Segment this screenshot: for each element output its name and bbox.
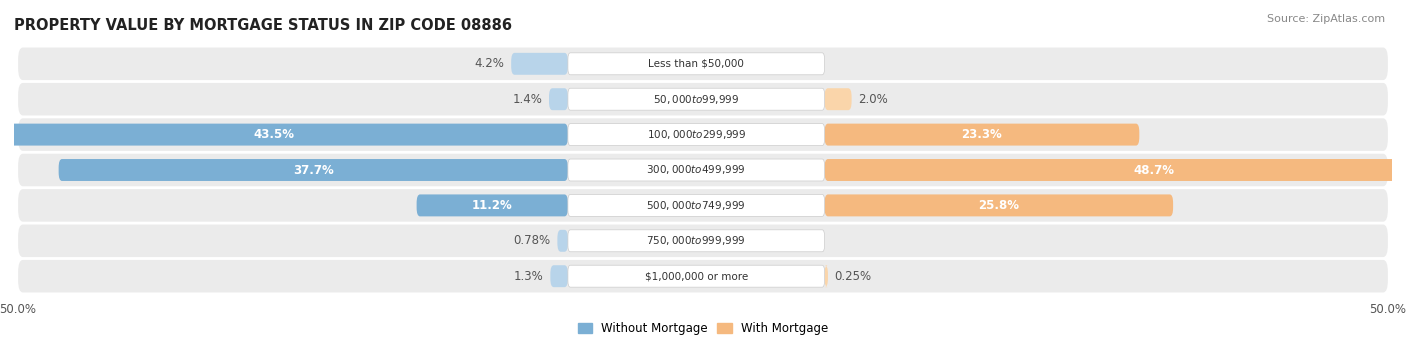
- Text: 2.0%: 2.0%: [858, 93, 889, 106]
- Text: 0.25%: 0.25%: [835, 270, 872, 283]
- Text: $50,000 to $99,999: $50,000 to $99,999: [654, 93, 740, 106]
- Text: Less than $50,000: Less than $50,000: [648, 59, 744, 69]
- FancyBboxPatch shape: [0, 124, 568, 146]
- FancyBboxPatch shape: [824, 124, 1139, 146]
- FancyBboxPatch shape: [548, 88, 568, 110]
- Text: $500,000 to $749,999: $500,000 to $749,999: [647, 199, 747, 212]
- Text: 25.8%: 25.8%: [979, 199, 1019, 212]
- FancyBboxPatch shape: [557, 230, 568, 252]
- Text: 37.7%: 37.7%: [292, 164, 333, 176]
- Text: 23.3%: 23.3%: [962, 128, 1002, 141]
- FancyBboxPatch shape: [18, 83, 1388, 116]
- FancyBboxPatch shape: [18, 154, 1388, 186]
- FancyBboxPatch shape: [59, 159, 568, 181]
- Text: PROPERTY VALUE BY MORTGAGE STATUS IN ZIP CODE 08886: PROPERTY VALUE BY MORTGAGE STATUS IN ZIP…: [14, 18, 512, 33]
- FancyBboxPatch shape: [568, 194, 824, 216]
- Text: 1.3%: 1.3%: [513, 270, 544, 283]
- FancyBboxPatch shape: [568, 159, 824, 181]
- FancyBboxPatch shape: [18, 224, 1388, 257]
- FancyBboxPatch shape: [824, 265, 828, 287]
- Text: $300,000 to $499,999: $300,000 to $499,999: [647, 164, 747, 176]
- FancyBboxPatch shape: [550, 265, 568, 287]
- FancyBboxPatch shape: [18, 260, 1388, 292]
- FancyBboxPatch shape: [568, 124, 824, 146]
- Legend: Without Mortgage, With Mortgage: Without Mortgage, With Mortgage: [574, 317, 832, 340]
- Text: $1,000,000 or more: $1,000,000 or more: [644, 271, 748, 281]
- FancyBboxPatch shape: [568, 230, 824, 252]
- FancyBboxPatch shape: [18, 118, 1388, 151]
- FancyBboxPatch shape: [512, 53, 568, 75]
- Text: 4.2%: 4.2%: [475, 57, 505, 70]
- Text: 48.7%: 48.7%: [1133, 164, 1174, 176]
- FancyBboxPatch shape: [416, 194, 568, 216]
- Text: 0.78%: 0.78%: [513, 234, 551, 247]
- Text: 11.2%: 11.2%: [472, 199, 513, 212]
- FancyBboxPatch shape: [568, 88, 824, 110]
- FancyBboxPatch shape: [568, 265, 824, 287]
- Text: $750,000 to $999,999: $750,000 to $999,999: [647, 234, 747, 247]
- FancyBboxPatch shape: [824, 88, 852, 110]
- FancyBboxPatch shape: [824, 159, 1406, 181]
- FancyBboxPatch shape: [18, 189, 1388, 222]
- FancyBboxPatch shape: [568, 53, 824, 75]
- Text: 1.4%: 1.4%: [512, 93, 543, 106]
- Text: 43.5%: 43.5%: [253, 128, 295, 141]
- FancyBboxPatch shape: [824, 194, 1173, 216]
- Text: Source: ZipAtlas.com: Source: ZipAtlas.com: [1267, 14, 1385, 23]
- Text: $100,000 to $299,999: $100,000 to $299,999: [647, 128, 747, 141]
- FancyBboxPatch shape: [18, 48, 1388, 80]
